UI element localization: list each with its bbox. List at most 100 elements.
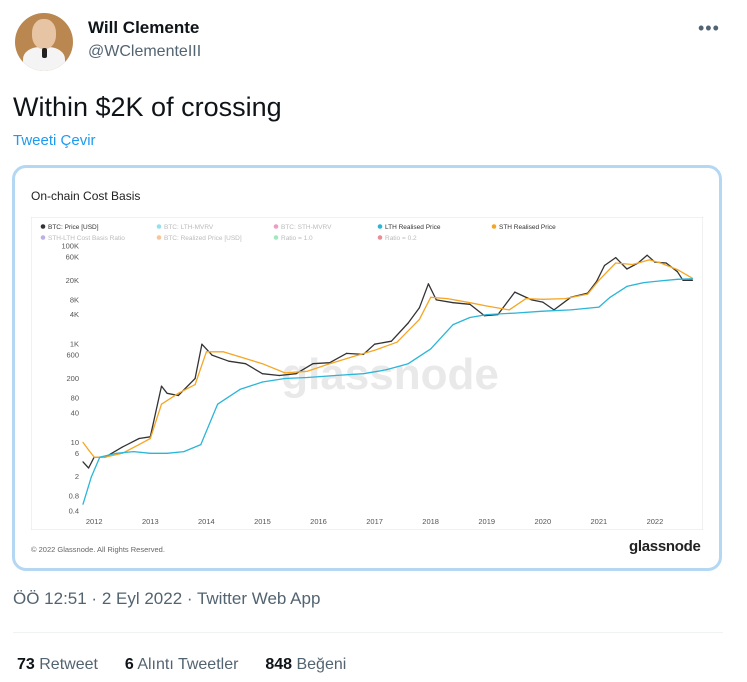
series-point <box>200 444 202 446</box>
more-horizontal-icon[interactable]: ••• <box>698 18 720 38</box>
series-point <box>660 262 662 264</box>
series-point <box>82 461 84 463</box>
legend-label: Ratio = 0.2 <box>385 235 417 242</box>
legend-swatch <box>156 235 162 240</box>
series-point <box>217 403 219 405</box>
series-point <box>626 285 628 287</box>
series-point <box>643 282 645 284</box>
series-point <box>603 264 606 267</box>
legend-label: BTC: Realized Price [USD] <box>164 235 242 242</box>
likes-label[interactable]: Beğeni <box>296 656 347 673</box>
legend-swatch <box>40 235 46 240</box>
quotes-count[interactable]: 6 <box>124 656 134 673</box>
series-point <box>452 324 454 326</box>
series-line <box>82 278 693 505</box>
series-point <box>374 343 376 345</box>
series-point <box>615 262 617 264</box>
series-point <box>452 302 454 304</box>
series-point <box>166 392 168 394</box>
chart: glassnode 100K 60K 20K 8K 4K 1K 600 200 80 40 10 6 2 0… <box>30 216 704 531</box>
y-tick-label: 4K <box>70 310 79 319</box>
series-point <box>615 257 617 259</box>
y-tick-label: 600 <box>66 351 79 360</box>
series-point <box>691 278 694 280</box>
y-tick-label: 2 <box>75 472 79 481</box>
legend-label: STH-LTH Cost Basis Ratio <box>48 235 125 242</box>
series-point <box>542 298 544 300</box>
series-point <box>88 449 90 451</box>
series-point <box>430 348 432 350</box>
legend-label: Ratio = 1.0 <box>281 235 313 242</box>
author-name[interactable]: Will Clemente <box>88 18 200 37</box>
series-point <box>514 291 516 293</box>
series-point <box>166 452 168 454</box>
series-point <box>564 298 566 300</box>
legend-swatch <box>377 235 383 240</box>
translate-link[interactable]: Tweeti Çevir <box>13 132 96 149</box>
series-point <box>446 298 449 300</box>
likes-count[interactable]: 848 <box>265 656 293 673</box>
legend-label: BTC: STH-MVRV <box>281 224 332 231</box>
legend-label: BTC: Price [USD] <box>48 224 99 231</box>
series-point <box>222 351 224 353</box>
author-handle[interactable]: @WClementeIII <box>88 43 202 60</box>
series-point <box>427 283 429 285</box>
series-point <box>239 388 241 390</box>
series-point <box>177 392 179 394</box>
tweet-media-card[interactable]: On-chain Cost Basis glassnode 100K 60K 20K 8… <box>12 165 722 571</box>
series-point <box>598 279 600 281</box>
divider <box>13 632 723 633</box>
quotes-label[interactable]: Alıntı Tweetler <box>137 656 239 673</box>
x-tick-label: 2020 <box>534 517 551 526</box>
series-point <box>228 360 230 362</box>
chart-copyright: © 2022 Glassnode. All Rights Reserved. <box>31 545 165 554</box>
series-point <box>531 299 533 301</box>
series-point <box>570 309 572 311</box>
y-tick-label: 1K <box>70 340 79 349</box>
legend-swatch <box>273 235 279 240</box>
series-point <box>194 377 196 380</box>
series-point <box>306 376 308 379</box>
chart-svg: glassnode100K60K20K8K4K1K600200804010620… <box>30 216 704 531</box>
avatar[interactable] <box>15 13 73 71</box>
y-tick-label: 60K <box>66 252 79 261</box>
x-tick-label: 2013 <box>142 517 159 526</box>
x-tick-label: 2022 <box>647 517 664 526</box>
series-point <box>598 306 600 308</box>
y-tick-label: 40 <box>71 408 79 417</box>
series-point <box>245 363 247 365</box>
series-point <box>542 310 544 312</box>
y-tick-label: 0.4 <box>69 507 79 516</box>
series-point <box>88 467 90 469</box>
series-point <box>211 354 213 356</box>
series-point <box>418 318 420 320</box>
retweets-count[interactable]: 73 <box>17 656 35 673</box>
series-point <box>418 307 420 309</box>
y-tick-label: 0.8 <box>69 492 79 501</box>
series-point <box>261 363 263 365</box>
y-tick-label: 20K <box>66 276 79 285</box>
series-point <box>525 298 527 300</box>
series-point <box>93 456 95 458</box>
glassnode-logo: glassnode <box>629 538 701 555</box>
series-point <box>306 370 308 372</box>
x-tick-label: 2021 <box>591 517 608 526</box>
series-point <box>278 374 280 377</box>
series-point <box>261 381 263 383</box>
tweet-meta[interactable]: ÖÖ 12:51 · 2 Eyl 2022 · Twitter Web App <box>13 589 321 608</box>
series-point <box>407 322 409 324</box>
chart-title: On-chain Cost Basis <box>31 189 141 203</box>
y-tick-label: 200 <box>66 374 79 383</box>
series-point <box>82 441 84 443</box>
series-point <box>138 444 140 446</box>
retweets-label[interactable]: Retweet <box>39 656 98 673</box>
y-tick-label: 8K <box>70 295 79 304</box>
x-tick-label: 2017 <box>366 517 383 526</box>
series-point <box>486 314 488 316</box>
series-point <box>374 349 376 351</box>
series-point <box>469 303 471 305</box>
series-point <box>362 373 364 375</box>
series-point <box>132 451 135 453</box>
series-point <box>99 456 101 458</box>
legend-swatch <box>40 224 46 229</box>
